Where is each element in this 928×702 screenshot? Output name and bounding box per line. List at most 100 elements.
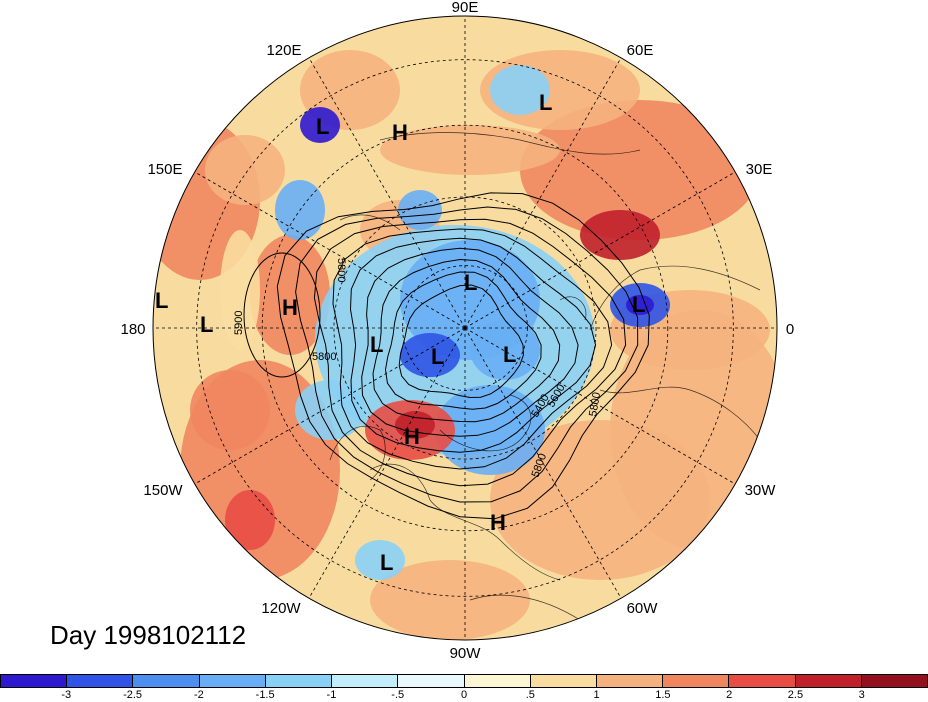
map-boundary xyxy=(152,15,778,641)
contour-label-5900: 5900 xyxy=(233,311,245,335)
pressure-label-6: H xyxy=(282,295,298,320)
colorbar-tick-label: 2.5 xyxy=(787,689,804,701)
pressure-label-3: H xyxy=(392,120,408,145)
pressure-label-5: L xyxy=(200,312,213,337)
latitude-circle xyxy=(196,59,734,597)
anomaly-region xyxy=(205,135,285,205)
lon-label-30w: 30W xyxy=(745,482,777,499)
height-contour xyxy=(276,192,650,520)
lon-label-60w: 60W xyxy=(627,600,659,617)
colorbar-box xyxy=(530,675,597,687)
height-contour xyxy=(384,271,542,410)
pressure-label-9: L xyxy=(370,332,383,357)
anomaly-region xyxy=(370,560,530,640)
latitude-circle xyxy=(402,265,528,391)
lon-label-30e: 30E xyxy=(746,161,773,178)
height-contour xyxy=(313,218,627,487)
colorbar-box xyxy=(199,675,266,687)
colorbar-tick-label: 2 xyxy=(726,689,733,701)
anomaly-region xyxy=(490,420,710,580)
latitude-circle xyxy=(333,196,597,460)
height-contour xyxy=(243,252,321,378)
lon-label-150e: 150E xyxy=(147,161,182,178)
colorbar-tick-label: 1.5 xyxy=(655,689,671,701)
colorbar-tick-label: -.5 xyxy=(391,689,405,701)
pressure-label-7: L xyxy=(464,270,477,295)
anomaly-region xyxy=(225,490,275,550)
pressure-label-10: L xyxy=(431,344,444,369)
lon-label-120e: 120E xyxy=(266,42,301,59)
colorbar-box xyxy=(464,675,531,687)
colorbar-box xyxy=(861,675,928,687)
colorbar-box xyxy=(67,675,134,687)
contour-label-5800-d: 5800 xyxy=(587,391,603,417)
colorbar-box xyxy=(663,675,730,687)
meridian-line xyxy=(464,171,736,329)
colorbar-tick-label: -3 xyxy=(61,689,72,701)
longitude-labels: 90E 60E 30E 0 30W 60W 90W 120W 150W 180 … xyxy=(120,0,794,662)
map-title: Day 1998102112 xyxy=(50,620,247,650)
anomaly-region xyxy=(398,190,442,230)
anomaly-region xyxy=(220,230,260,350)
pressure-label-4: L xyxy=(155,288,168,313)
pressure-label-8: L xyxy=(632,292,645,317)
graticule xyxy=(153,16,777,640)
colorbar-box xyxy=(332,675,399,687)
meridian-line xyxy=(308,327,466,599)
lon-label-0: 0 xyxy=(786,321,794,338)
colorbar: -3 -2.5 -2 -1.5 -1 -.5 0 .5 1 1.5 2 2.5 3 xyxy=(0,674,928,702)
anomaly-region xyxy=(490,65,550,115)
latitude-circle xyxy=(261,124,669,532)
height-contour xyxy=(361,247,579,437)
height-contour xyxy=(349,237,597,453)
colorbar-box xyxy=(596,675,664,687)
height-contour xyxy=(398,284,524,399)
anomaly-region xyxy=(355,540,405,580)
colorbar-box xyxy=(398,675,465,687)
anomaly-field xyxy=(153,50,777,640)
anomaly-region xyxy=(190,370,270,450)
height-contour xyxy=(295,206,639,503)
meridian-line xyxy=(308,57,466,329)
pressure-label-2: L xyxy=(316,114,329,139)
colorbar-tick-label: -2 xyxy=(193,689,204,701)
pressure-label-1: L xyxy=(539,90,552,115)
contour-label-5800-b: 5800 xyxy=(312,351,336,363)
meridian-line xyxy=(464,57,622,329)
colorbar-box xyxy=(795,675,862,687)
colorbar-box xyxy=(1,675,68,687)
anomaly-region xyxy=(580,210,660,260)
meridian-line xyxy=(464,327,736,485)
anomaly-region xyxy=(250,235,330,355)
colorbar-tick-label: 1 xyxy=(593,689,600,701)
colorbar-labels: -3 -2.5 -2 -1.5 -1 -.5 0 .5 1 1.5 2 2.5 3 xyxy=(0,689,928,702)
colorbar-box xyxy=(729,675,796,687)
colorbar-tick-label: 0 xyxy=(460,689,468,701)
lon-label-90e: 90E xyxy=(452,0,479,16)
lon-label-150w: 150W xyxy=(143,482,183,499)
meridian-line xyxy=(194,327,466,485)
anomaly-region xyxy=(400,333,460,377)
pressure-system-labels: L L H L L H L L L L L H H L xyxy=(155,90,645,575)
colorbar-tick-label: -1.5 xyxy=(255,689,275,701)
lon-label-120w: 120W xyxy=(261,600,301,617)
anomaly-region xyxy=(300,107,340,143)
coastlines xyxy=(329,132,761,621)
anomaly-region xyxy=(435,385,545,475)
pressure-label-11: L xyxy=(503,342,516,367)
colorbar-tick-label: .5 xyxy=(525,689,535,701)
colorbar-box xyxy=(265,675,333,687)
pressure-label-14: L xyxy=(380,550,393,575)
colorbar-tick-label: -1 xyxy=(326,689,337,701)
anomaly-region xyxy=(470,320,540,380)
height-contour xyxy=(372,258,561,423)
lon-label-90w: 90W xyxy=(450,645,482,662)
pressure-label-13: H xyxy=(490,510,506,535)
height-contours xyxy=(243,192,650,520)
meridian-line xyxy=(194,171,466,329)
colorbar-tick-label: 3 xyxy=(858,689,865,701)
lon-label-60e: 60E xyxy=(627,42,654,59)
anomaly-region xyxy=(380,125,560,175)
contour-label-5800-a: 5800 xyxy=(335,258,347,282)
anomaly-region xyxy=(520,100,760,240)
